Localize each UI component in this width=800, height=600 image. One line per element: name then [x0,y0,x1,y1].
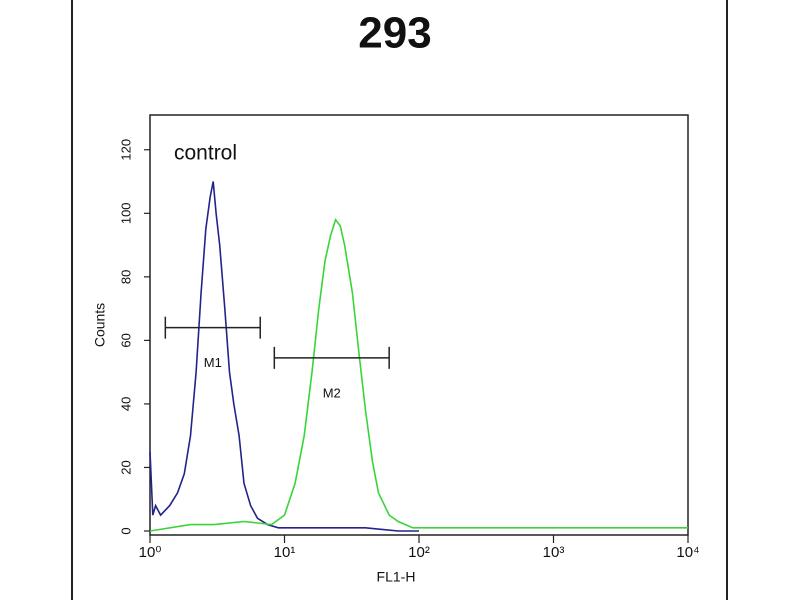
x-tick-label: 10³ [543,544,565,561]
y-tick-label: 100 [118,202,133,224]
y-tick-label: 120 [118,139,133,161]
y-tick-label: 20 [118,460,133,474]
gate-label: M1 [204,355,222,370]
x-tick-label: 10¹ [274,544,296,561]
x-tick-label: 10⁰ [139,544,162,561]
y-tick-label: 0 [118,527,133,534]
x-axis-label: FL1-H [377,569,416,585]
frame [71,0,728,600]
histogram-line [149,181,419,532]
x-tick-label: 10⁴ [676,544,699,561]
y-tick-label: 60 [118,333,133,347]
chart-title: 293 [358,9,431,58]
y-tick-label: 40 [118,397,133,411]
y-tick-label: 80 [118,270,133,284]
histogram-line [149,217,688,532]
x-tick-label: 10² [408,544,430,561]
series-label: control [174,142,237,165]
y-axis-label: Counts [92,303,108,347]
gate-label: M2 [323,385,341,400]
